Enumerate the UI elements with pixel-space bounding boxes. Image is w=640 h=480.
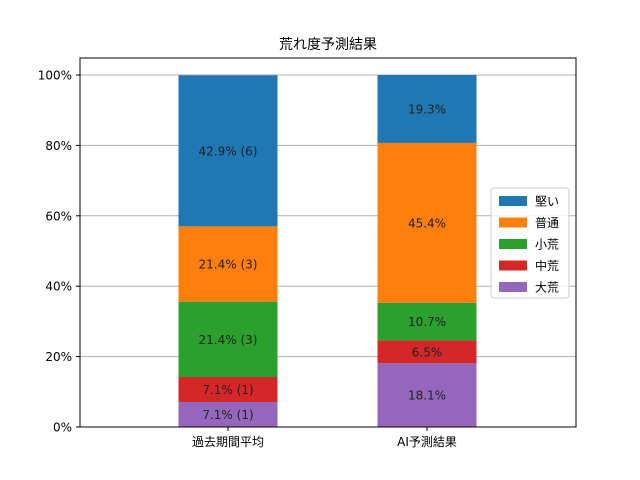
legend-label: 堅い bbox=[535, 195, 559, 209]
data-label: 19.3% bbox=[408, 102, 446, 116]
legend-swatch bbox=[499, 282, 527, 292]
bar-segment bbox=[178, 301, 278, 378]
y-tick-label: 40% bbox=[45, 280, 72, 294]
y-tick-label: 80% bbox=[45, 139, 72, 153]
plot-frame bbox=[79, 57, 577, 428]
data-label: 21.4% (3) bbox=[199, 258, 258, 272]
legend-swatch bbox=[499, 239, 527, 249]
bar-labels: 7.1% (1) 7.1% (1) 21.4% (3) 21.4% (3) 42.9% … bbox=[199, 102, 447, 422]
chart-title: 荒れ度予測結果 bbox=[279, 37, 377, 53]
legend-label: 小荒 bbox=[535, 238, 559, 252]
data-label: 6.5% bbox=[412, 345, 443, 359]
data-label: 7.1% (1) bbox=[202, 383, 253, 397]
y-axis: 0% 20% 40% 60% 80% 100% bbox=[38, 69, 80, 435]
legend-swatch bbox=[499, 260, 527, 271]
data-label: 10.7% bbox=[408, 315, 446, 329]
x-tick-label: 過去期間平均 bbox=[192, 435, 264, 449]
bar-segment bbox=[377, 363, 477, 427]
bar-segment bbox=[178, 226, 278, 302]
bar-segment bbox=[377, 340, 477, 364]
bar-segment bbox=[178, 377, 278, 403]
y-tick-label: 100% bbox=[38, 69, 72, 83]
legend-swatch bbox=[499, 217, 527, 228]
bars bbox=[178, 75, 477, 427]
legend-label: 中荒 bbox=[535, 258, 559, 273]
bar-segment bbox=[377, 142, 477, 303]
x-axis: 過去期間平均 AI予測結果 bbox=[192, 427, 457, 449]
data-label: 45.4% bbox=[408, 216, 446, 230]
y-tick-label: 20% bbox=[45, 350, 72, 364]
data-label: 42.9% (6) bbox=[199, 144, 258, 158]
bar-segment bbox=[377, 302, 477, 341]
legend-label: 大荒 bbox=[535, 281, 559, 295]
legend-label: 普通 bbox=[535, 216, 559, 230]
data-label: 18.1% bbox=[408, 389, 446, 403]
data-label: 21.4% (3) bbox=[199, 333, 258, 347]
bar-segment bbox=[377, 75, 477, 143]
y-tick-label: 0% bbox=[53, 421, 72, 435]
y-tick-label: 60% bbox=[45, 209, 72, 223]
data-label: 7.1% (1) bbox=[202, 408, 253, 422]
bar-segment bbox=[178, 75, 278, 227]
legend-swatch bbox=[499, 196, 527, 206]
x-tick-label: AI予測結果 bbox=[397, 435, 457, 449]
bar-segment bbox=[178, 402, 278, 427]
